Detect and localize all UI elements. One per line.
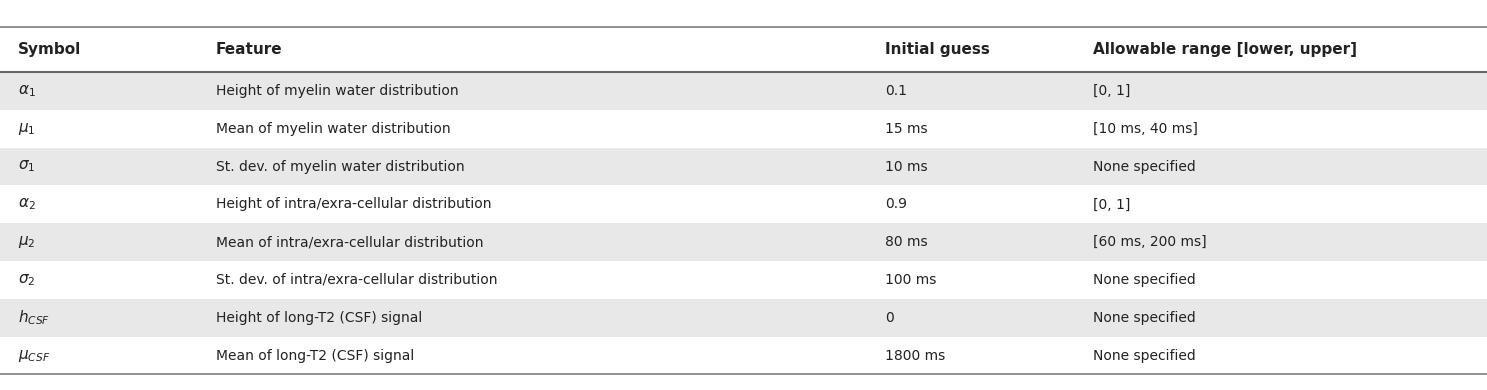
Bar xyxy=(0,223,1487,261)
Text: [0, 1]: [0, 1] xyxy=(1093,197,1130,211)
Bar xyxy=(0,148,1487,186)
Text: [0, 1]: [0, 1] xyxy=(1093,84,1130,98)
Text: Feature: Feature xyxy=(216,42,283,57)
Text: 100 ms: 100 ms xyxy=(885,273,937,287)
Bar xyxy=(0,299,1487,337)
Text: 15 ms: 15 ms xyxy=(885,122,928,136)
Text: [60 ms, 200 ms]: [60 ms, 200 ms] xyxy=(1093,235,1206,249)
Text: Allowable range [lower, upper]: Allowable range [lower, upper] xyxy=(1093,42,1358,57)
Text: $h_{CSF}$: $h_{CSF}$ xyxy=(18,308,51,327)
Text: Mean of long-T2 (CSF) signal: Mean of long-T2 (CSF) signal xyxy=(216,349,413,363)
Text: $\mu_{CSF}$: $\mu_{CSF}$ xyxy=(18,347,51,363)
Text: Symbol: Symbol xyxy=(18,42,82,57)
Text: None specified: None specified xyxy=(1093,349,1196,363)
Text: $\mu_2$: $\mu_2$ xyxy=(18,234,36,250)
Text: 0: 0 xyxy=(885,311,894,325)
Text: $\sigma_2$: $\sigma_2$ xyxy=(18,272,36,288)
Text: St. dev. of intra/exra-cellular distribution: St. dev. of intra/exra-cellular distribu… xyxy=(216,273,497,287)
Text: None specified: None specified xyxy=(1093,160,1196,174)
Text: $\alpha_1$: $\alpha_1$ xyxy=(18,83,36,99)
Text: 0.1: 0.1 xyxy=(885,84,907,98)
Text: $\alpha_2$: $\alpha_2$ xyxy=(18,197,36,212)
Text: 1800 ms: 1800 ms xyxy=(885,349,946,363)
Text: $\mu_1$: $\mu_1$ xyxy=(18,121,36,137)
Text: 80 ms: 80 ms xyxy=(885,235,928,249)
Text: St. dev. of myelin water distribution: St. dev. of myelin water distribution xyxy=(216,160,464,174)
Text: 10 ms: 10 ms xyxy=(885,160,928,174)
Text: Height of long-T2 (CSF) signal: Height of long-T2 (CSF) signal xyxy=(216,311,422,325)
Text: Height of intra/exra-cellular distribution: Height of intra/exra-cellular distributi… xyxy=(216,197,491,211)
Text: None specified: None specified xyxy=(1093,311,1196,325)
Text: Height of myelin water distribution: Height of myelin water distribution xyxy=(216,84,458,98)
Text: 0.9: 0.9 xyxy=(885,197,907,211)
Text: $\sigma_1$: $\sigma_1$ xyxy=(18,159,36,174)
Text: Mean of intra/exra-cellular distribution: Mean of intra/exra-cellular distribution xyxy=(216,235,483,249)
Text: Initial guess: Initial guess xyxy=(885,42,990,57)
Text: Mean of myelin water distribution: Mean of myelin water distribution xyxy=(216,122,451,136)
Bar xyxy=(0,72,1487,110)
Text: [10 ms, 40 ms]: [10 ms, 40 ms] xyxy=(1093,122,1199,136)
Text: None specified: None specified xyxy=(1093,273,1196,287)
